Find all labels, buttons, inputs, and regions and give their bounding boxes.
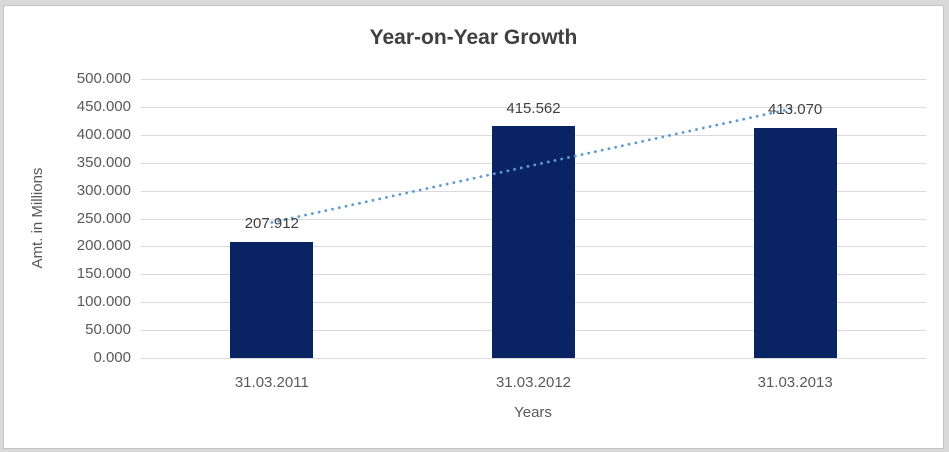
bar [492, 126, 575, 358]
y-tick-label: 350.000 [76, 153, 131, 171]
y-tick-label: 0.000 [93, 349, 131, 366]
x-tick-label: 31.03.2013 [757, 374, 833, 391]
chart-title: Year-on-Year Growth [369, 26, 578, 49]
y-tick-label: 100.000 [76, 293, 131, 311]
y-tick-label: 400.000 [76, 125, 131, 143]
y-tick-label: 200.000 [76, 237, 131, 255]
x-tick-label: 31.03.2011 [234, 374, 309, 391]
y-tick-label: 50.000 [85, 321, 131, 339]
gridline [141, 358, 926, 359]
y-tick-label: 500.000 [76, 70, 131, 87]
bar-value-label: 415.562 [506, 99, 561, 117]
bar [230, 241, 314, 358]
y-tick-label: 300.000 [76, 181, 131, 199]
chart-area: Year-on-Year Growth Amt. in Millions Yea… [3, 5, 944, 449]
bar [753, 127, 837, 358]
y-tick-label: 450.000 [76, 97, 131, 115]
y-tick-label: 250.000 [76, 209, 131, 227]
x-axis-title: Years [514, 404, 552, 421]
y-tick-label: 150.000 [76, 265, 131, 283]
bar-value-label: 207.912 [244, 215, 299, 233]
gridline [141, 79, 926, 80]
bar-value-label: 413.070 [768, 101, 823, 118]
x-tick-label: 31.03.2012 [495, 374, 572, 391]
